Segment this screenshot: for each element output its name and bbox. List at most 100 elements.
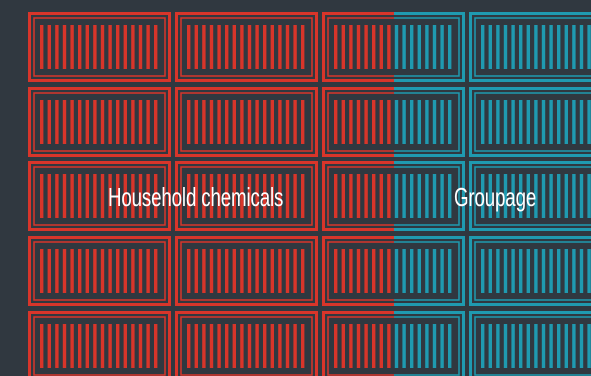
groupage-container-rib bbox=[526, 249, 530, 293]
household-container-frame bbox=[175, 87, 318, 157]
household-container-frame bbox=[175, 311, 318, 376]
groupage-container-rib bbox=[448, 100, 452, 144]
groupage-container-rib bbox=[557, 324, 561, 368]
household-container-rib bbox=[138, 100, 143, 144]
household-container-rib bbox=[187, 100, 191, 144]
groupage-container-rib bbox=[541, 25, 546, 69]
household-container-rib bbox=[225, 174, 229, 218]
groupage-container-rib bbox=[519, 25, 523, 69]
household-container-rib bbox=[93, 100, 97, 144]
household-container-frame bbox=[28, 236, 171, 306]
household-container-rib bbox=[278, 25, 282, 69]
household-container-rib bbox=[70, 249, 74, 293]
household-container-rib bbox=[62, 25, 67, 69]
groupage-container-rib bbox=[587, 249, 591, 293]
groupage-container-rib bbox=[541, 249, 546, 293]
groupage-container-rib bbox=[534, 324, 538, 368]
groupage-container-rib bbox=[519, 174, 523, 218]
groupage-container bbox=[469, 161, 591, 231]
groupage-container-rib bbox=[410, 249, 414, 293]
household-container-rib bbox=[40, 100, 44, 144]
household-container-rib bbox=[387, 100, 391, 144]
household-container-rib bbox=[55, 25, 59, 69]
household-container-rib bbox=[131, 174, 135, 218]
household-container-rib bbox=[240, 324, 244, 368]
household-container-rib bbox=[108, 249, 112, 293]
groupage-container-rib bbox=[549, 249, 553, 293]
groupage-container-rib bbox=[410, 174, 414, 218]
household-container-rib bbox=[240, 25, 244, 69]
groupage-container-rib bbox=[541, 100, 546, 144]
household-container-rib bbox=[85, 324, 89, 368]
household-container-rib bbox=[138, 174, 143, 218]
household-container-rib bbox=[40, 249, 44, 293]
household-container-rib bbox=[349, 25, 353, 69]
groupage-container-inner-frame bbox=[474, 316, 591, 376]
household-container-inner-frame bbox=[33, 166, 166, 226]
household-container-rib bbox=[62, 249, 67, 293]
household-container-rib bbox=[78, 249, 82, 293]
groupage-container-inner-frame bbox=[474, 241, 591, 301]
groupage-container-rib bbox=[526, 100, 530, 144]
household-container-rib bbox=[40, 25, 44, 69]
groupage-container-frame bbox=[394, 311, 465, 376]
groupage-container-rib bbox=[564, 25, 568, 69]
groupage-container-rib bbox=[503, 324, 508, 368]
household-container-rib bbox=[372, 249, 376, 293]
household-container-rib bbox=[240, 249, 244, 293]
groupage-container-rib bbox=[432, 25, 437, 69]
household-container-rib bbox=[293, 25, 297, 69]
groupage-container-rib bbox=[511, 25, 515, 69]
household-container-rib bbox=[372, 25, 376, 69]
groupage-container-rib bbox=[503, 249, 508, 293]
household-container-rib bbox=[194, 249, 198, 293]
groupage-container-rib bbox=[526, 324, 530, 368]
household-container-rib bbox=[100, 174, 105, 218]
household-container-rib bbox=[255, 100, 259, 144]
household-container-rib bbox=[217, 174, 221, 218]
groupage-container-rib bbox=[503, 174, 508, 218]
household-container-rib bbox=[232, 174, 236, 218]
household-container-rib bbox=[356, 324, 361, 368]
household-container-rib bbox=[232, 25, 236, 69]
groupage-container-rib bbox=[503, 25, 508, 69]
groupage-container-rib bbox=[534, 100, 538, 144]
household-container-rib bbox=[47, 174, 51, 218]
groupage-container-inner-frame bbox=[34, 18, 165, 76]
household-container-rib bbox=[217, 25, 221, 69]
groupage-container-rib bbox=[579, 174, 584, 218]
household-container-rib bbox=[301, 249, 305, 293]
household-container-rib bbox=[131, 25, 135, 69]
household-container-rib bbox=[85, 249, 89, 293]
groupage-container-rib bbox=[402, 324, 406, 368]
household-container-rib bbox=[334, 25, 338, 69]
household-container-rib bbox=[100, 249, 105, 293]
household-container-inner-frame bbox=[33, 316, 166, 376]
groupage-container-inner-frame bbox=[394, 17, 460, 77]
household-container-rib bbox=[47, 324, 51, 368]
household-container-frame bbox=[322, 12, 394, 82]
household-container-frame bbox=[28, 161, 171, 231]
household-chemicals-area bbox=[28, 12, 394, 376]
household-container-rib bbox=[379, 324, 383, 368]
groupage-container-rib bbox=[496, 174, 500, 218]
household-container-frame bbox=[322, 311, 394, 376]
groupage-container-rib bbox=[496, 249, 500, 293]
household-container-rib bbox=[387, 174, 391, 218]
groupage-container-rib bbox=[432, 324, 437, 368]
household-container-rib bbox=[387, 324, 391, 368]
groupage-container-inner-frame bbox=[181, 18, 312, 76]
household-container-rib bbox=[341, 174, 345, 218]
household-container-rib bbox=[138, 25, 143, 69]
household-container-rib bbox=[334, 324, 338, 368]
groupage-container-rib bbox=[541, 324, 546, 368]
household-chemicals-label: Household chemicals bbox=[108, 182, 284, 212]
household-container-rib bbox=[202, 324, 206, 368]
groupage-container-rib bbox=[481, 100, 485, 144]
household-container-rib bbox=[70, 25, 74, 69]
household-container-rib bbox=[187, 249, 191, 293]
household-container-rib bbox=[364, 174, 368, 218]
household-container-rib bbox=[217, 324, 221, 368]
groupage-container-rib bbox=[417, 100, 421, 144]
